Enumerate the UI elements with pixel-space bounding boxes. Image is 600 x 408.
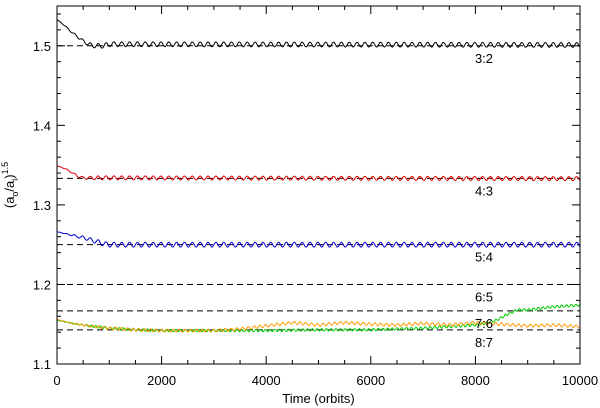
series-lines <box>56 19 581 333</box>
series-line-4 <box>56 318 581 333</box>
x-tick-label-4: 8000 <box>461 373 490 388</box>
axis-ticks <box>56 6 581 365</box>
x-tick-label-5: 10000 <box>562 373 598 388</box>
x-tick-label-1: 2000 <box>147 373 176 388</box>
y-tick-label-0: 1.1 <box>33 357 51 372</box>
y-tick-label-1: 1.2 <box>33 277 51 292</box>
plot-area: 3:2 4:3 5:4 6:5 7:6 8:7 <box>56 5 581 365</box>
resonance-label-3: 6:5 <box>475 289 493 304</box>
series-line-3 <box>56 303 581 333</box>
series-line-2 <box>56 231 581 248</box>
x-axis-title: Time (orbits) <box>282 391 354 406</box>
x-tick-label-0: 0 <box>53 373 60 388</box>
resonance-label-1: 4:3 <box>475 183 493 198</box>
resonance-label-0: 3:2 <box>475 51 493 66</box>
resonance-label-2: 5:4 <box>475 250 493 265</box>
y-tick-label-2: 1.3 <box>33 198 51 213</box>
resonance-labels: 3:2 4:3 5:4 6:5 7:6 8:7 <box>475 51 493 350</box>
resonance-reference-lines <box>57 45 580 331</box>
x-tick-labels: 0 2000 4000 6000 8000 10000 <box>53 373 598 388</box>
x-tick-label-3: 6000 <box>356 373 385 388</box>
resonance-label-5: 8:7 <box>475 335 493 350</box>
y-tick-labels: 1.1 1.2 1.3 1.4 1.5 <box>33 39 51 372</box>
resonance-label-4: 7:6 <box>475 316 493 331</box>
series-line-0 <box>56 19 581 49</box>
x-tick-label-2: 4000 <box>252 373 281 388</box>
series-line-1 <box>56 165 581 182</box>
y-axis-title: (ao/ai)1.5 <box>0 162 20 208</box>
y-tick-label-4: 1.5 <box>33 39 51 54</box>
plot-frame <box>56 5 581 365</box>
y-tick-label-3: 1.4 <box>33 118 51 133</box>
